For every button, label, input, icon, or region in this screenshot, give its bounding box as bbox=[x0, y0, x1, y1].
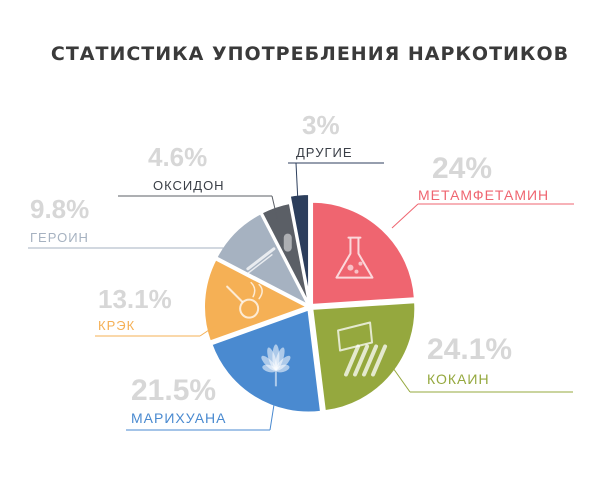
slice-category-label: МЕТАМФЕТАМИН bbox=[418, 187, 549, 203]
crack-pipe-icon bbox=[226, 281, 263, 319]
slice-category-label: МАРИХУАНА bbox=[131, 410, 226, 426]
lines-of-powder-icon bbox=[337, 321, 388, 377]
callout-6: 4.6% ОКСИДОН bbox=[118, 142, 279, 223]
pie-slice-1 bbox=[311, 200, 416, 306]
callout-1: 24% МЕТАМФЕТАМИН bbox=[391, 152, 574, 229]
slice-category-label: КРЭК bbox=[98, 318, 135, 333]
callout-3: 21.5% МАРИХУАНА bbox=[126, 374, 277, 431]
pill-icon bbox=[283, 233, 292, 252]
slice-percent-label: 24% bbox=[432, 152, 492, 185]
chart-title: СТАТИСТИКА УПОТРЕБЛЕНИЯ НАРКОТИКОВ bbox=[51, 43, 569, 65]
slice-category-label: КОКАИН bbox=[427, 371, 490, 387]
leader-line bbox=[271, 195, 279, 223]
callout-2: 24.1% КОКАИН bbox=[392, 333, 573, 393]
callout-7: 3% ДРУГИЕ bbox=[288, 110, 384, 204]
callout-4: 13.1% КРЭК bbox=[95, 284, 216, 337]
syringe-icon bbox=[245, 247, 276, 276]
leader-line bbox=[199, 325, 216, 337]
slice-percent-label: 21.5% bbox=[131, 374, 216, 407]
slice-percent-label: 13.1% bbox=[98, 284, 172, 314]
leader-line bbox=[239, 247, 247, 255]
slice-percent-label: 24.1% bbox=[427, 333, 512, 366]
leader-line bbox=[392, 367, 411, 393]
flask-icon bbox=[335, 236, 374, 279]
leader-line bbox=[391, 203, 419, 229]
pie-slice-4 bbox=[203, 258, 310, 343]
slice-percent-label: 3% bbox=[302, 110, 340, 140]
pie-slice-7 bbox=[288, 193, 311, 298]
slice-icons bbox=[226, 233, 388, 387]
slice-percent-label: 4.6% bbox=[148, 142, 207, 172]
callout-5: 9.8% ГЕРОИН bbox=[28, 194, 247, 255]
slice-percent-label: 9.8% bbox=[30, 194, 89, 224]
slice-category-label: ГЕРОИН bbox=[30, 230, 89, 245]
slice-category-label: ДРУГИЕ bbox=[296, 145, 353, 160]
leader-line bbox=[269, 391, 277, 431]
pie-slice-6 bbox=[260, 201, 311, 305]
cannabis-leaf-icon bbox=[261, 344, 291, 387]
callouts: 24% МЕТАМФЕТАМИН 24.1% КОКАИН 21.5% МАРИХУАНА… bbox=[28, 110, 574, 431]
slice-category-label: ОКСИДОН bbox=[153, 178, 225, 193]
pie bbox=[203, 193, 417, 414]
leader-line bbox=[295, 162, 299, 204]
